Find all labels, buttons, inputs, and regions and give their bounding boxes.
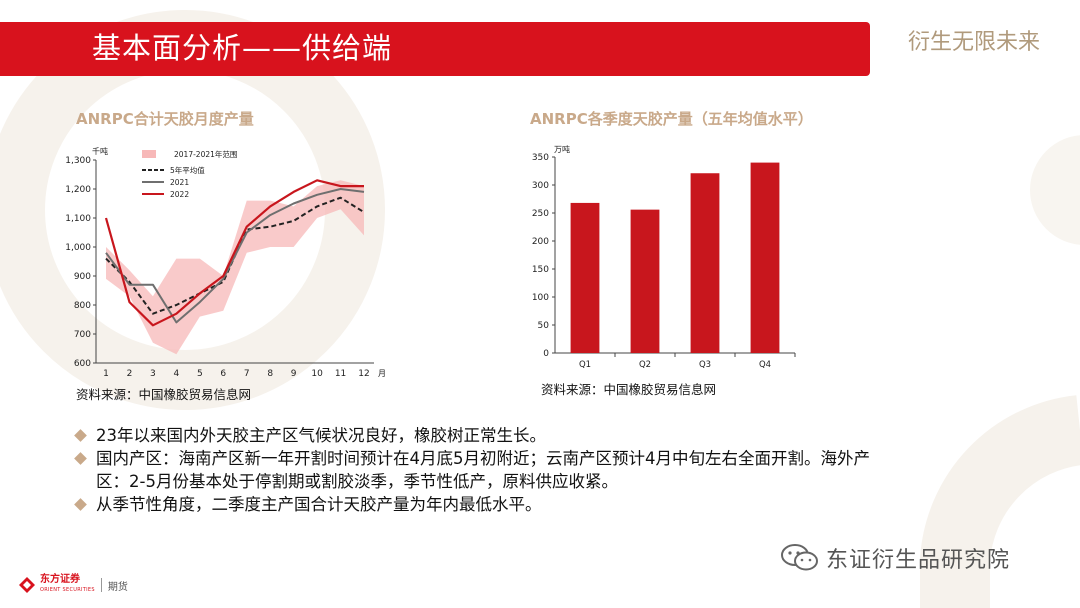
x-tick-label: Q1 [579,360,591,370]
y-tick-label: 350 [532,153,549,163]
left-chart-title: ANRPC合计天胶月度产量 [76,110,254,128]
right-chart-title: ANRPC各季度天胶产量（五年均值水平） [530,110,813,128]
diamond-bullet-icon [74,452,87,465]
y-unit-label: 万吨 [554,144,570,154]
legend-label: 5年平均值 [170,165,205,175]
y-tick-label: 800 [74,301,91,311]
legend-swatch-range [142,150,156,158]
x-tick-label: Q2 [639,360,651,370]
x-tick-label: 4 [173,369,179,379]
bar-Q4 [750,162,780,353]
title-bar [0,22,870,76]
bar-Q3 [690,173,720,353]
y-tick-label: 1,300 [65,156,91,166]
wechat-account: 东证衍生品研究院 [780,542,1010,574]
bullet-item: 23年以来国内外天胶主产区气候状况良好，橡胶树正常生长。 [72,424,872,447]
x-tick-label: 8 [267,369,273,379]
x-tick-label: 1 [103,369,109,379]
bullet-item: 国内产区：海南产区新一年开割时间预计在4月底5月初附近；云南产区预计4月中旬左右… [72,447,872,493]
wechat-icon [781,544,818,571]
range-band-area [106,180,364,355]
x-tick-label: 5 [197,369,203,379]
legend-label: 2021 [170,178,189,187]
x-tick-label: 12 [358,369,369,379]
y-tick-label: 1,200 [65,185,91,195]
x-tick-label: 3 [150,369,156,379]
orient-logo-icon [19,577,35,593]
left-chart-source: 资料来源：中国橡胶贸易信息网 [76,387,252,402]
logo-name: 东方证券 [40,574,80,585]
x-tick-label: Q3 [699,360,711,370]
legend-label: 2017-2021年范围 [174,149,237,159]
y-unit-label: 千吨 [92,146,108,156]
bullet-text: 23年以来国内外天胶主产区气候状况良好，橡胶树正常生长。 [96,426,546,445]
y-tick-label: 1,100 [65,214,91,224]
x-tick-label: 7 [244,369,250,379]
x-unit-label: 月 [378,369,386,378]
legend-label: 2022 [170,190,189,199]
y-tick-label: 900 [74,272,91,282]
x-tick-label: 6 [220,369,226,379]
page-title: 基本面分析——供给端 [92,31,393,65]
y-tick-label: 50 [538,321,550,331]
y-tick-label: 700 [74,330,91,340]
y-tick-label: 600 [74,359,91,369]
bar-Q2 [630,209,660,353]
bullet-text: 国内产区：海南产区新一年开割时间预计在4月底5月初附近；云南产区预计4月中旬左右… [96,449,870,491]
right-chart-source: 资料来源：中国橡胶贸易信息网 [541,382,717,397]
y-tick-label: 1,000 [65,243,91,253]
bar-Q1 [570,202,600,353]
diamond-bullet-icon [74,429,87,442]
y-tick-label: 0 [543,349,549,359]
y-tick-label: 100 [532,293,549,303]
wechat-account-name: 东证衍生品研究院 [826,548,1011,573]
series-line-2022 [104,179,364,327]
logo-english: ORIENT SECURITIES [40,587,95,593]
x-tick-label: 2 [127,369,133,379]
logo-division: 期货 [107,581,128,593]
slogan: 衍生无限未来 [908,30,1041,55]
diamond-bullet-icon [74,498,87,511]
x-tick-label: 11 [335,369,346,379]
bullet-list: 23年以来国内外天胶主产区气候状况良好，橡胶树正常生长。 国内产区：海南产区新一… [72,424,872,516]
company-logo: 东方证券 ORIENT SECURITIES 期货 [18,574,128,596]
y-tick-label: 150 [532,265,549,275]
x-tick-label: 9 [291,369,297,379]
x-tick-label: Q4 [759,360,771,370]
y-tick-label: 300 [532,181,549,191]
x-tick-label: 10 [311,369,323,379]
bullet-item: 从季节性角度，二季度主产国合计天胶产量为年内最低水平。 [72,493,872,516]
y-tick-label: 250 [532,209,549,219]
y-tick-label: 200 [532,237,549,247]
logo-divider [100,578,102,592]
series-line-2021 [105,188,365,324]
bar-chart: 0 50 100 150 200 250 300 350 万吨 Q1 Q2 Q3 Q4 [532,144,796,370]
bullet-text: 从季节性角度，二季度主产国合计天胶产量为年内最低水平。 [96,495,542,514]
